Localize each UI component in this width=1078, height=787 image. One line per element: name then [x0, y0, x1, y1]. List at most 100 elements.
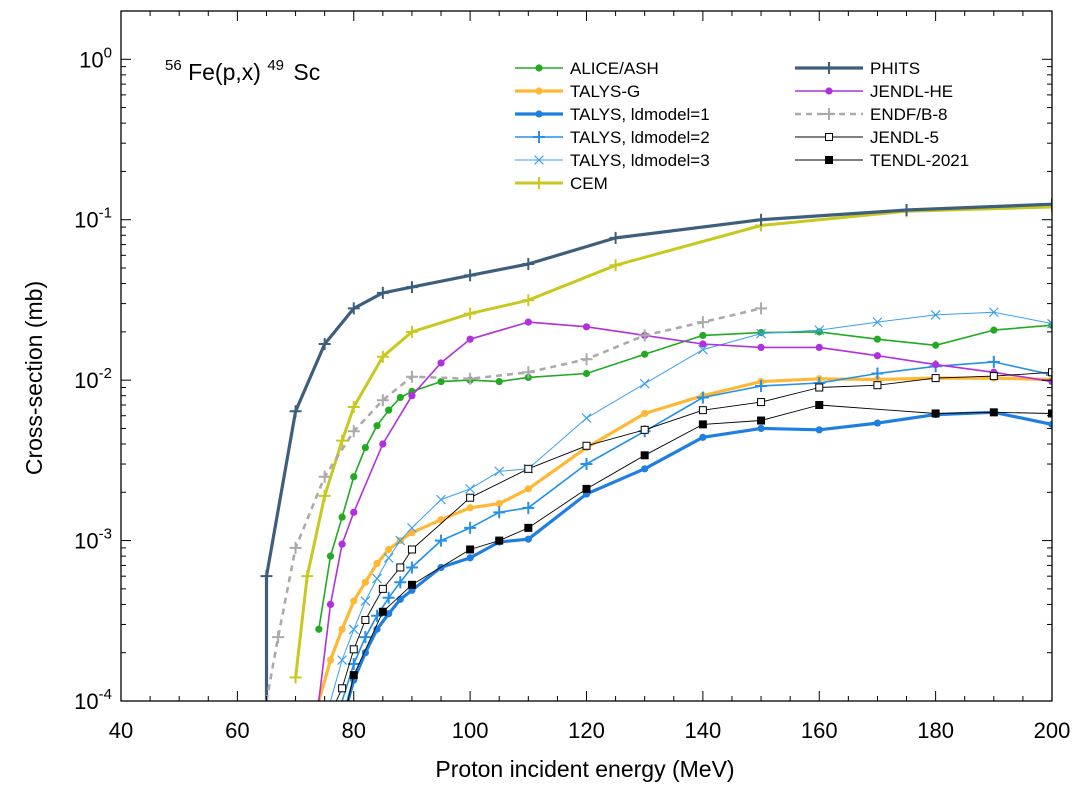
- data-point: [405, 561, 418, 574]
- data-point: [495, 500, 503, 508]
- data-point: [581, 413, 592, 424]
- y-tick-label: 100: [79, 44, 112, 72]
- data-point: [376, 394, 389, 407]
- title-product: Sc: [293, 59, 320, 85]
- legend-entry-7: JENDL-HE: [795, 82, 953, 101]
- data-point: [524, 535, 532, 543]
- legend-entry-6: PHITS: [795, 59, 920, 78]
- y-tick-exponent: 0: [104, 44, 112, 61]
- data-point: [873, 352, 882, 360]
- data-point: [814, 325, 825, 336]
- legend-label: JENDL-HE: [870, 82, 953, 101]
- data-point: [373, 559, 381, 568]
- data-point: [698, 420, 707, 429]
- data-point: [580, 353, 593, 366]
- data-point: [359, 631, 372, 644]
- data-point: [755, 379, 768, 392]
- data-point: [396, 563, 405, 572]
- data-point: [580, 458, 593, 471]
- data-point: [347, 425, 360, 438]
- legend-label: TALYS, ldmodel=1: [570, 105, 710, 124]
- data-point: [349, 671, 358, 680]
- data-point: [361, 615, 370, 624]
- data-point: [350, 473, 358, 481]
- data-point: [871, 367, 884, 380]
- data-point: [873, 381, 882, 390]
- data-point: [437, 377, 445, 386]
- data-point: [435, 534, 448, 547]
- data-point: [289, 541, 302, 554]
- data-point: [609, 231, 622, 244]
- data-point: [609, 259, 622, 272]
- y-tick-base: 10: [74, 689, 98, 714]
- data-point: [466, 545, 475, 554]
- axes-layer: 40 60 80 100 120 140 160 180 20010010-110-210-31…: [74, 10, 1070, 743]
- x-tick-label: 180: [917, 718, 954, 743]
- data-point: [378, 584, 387, 593]
- data-point: [405, 370, 418, 383]
- data-point: [524, 485, 532, 493]
- series-4: [330, 307, 1052, 701]
- data-point: [394, 576, 407, 589]
- series-0: [315, 321, 1052, 633]
- data-point: [640, 425, 649, 434]
- legend-entry-2: TALYS, ldmodel=1: [515, 105, 710, 124]
- data-point: [582, 484, 591, 493]
- y-axis-title: Cross-section (mb): [21, 281, 47, 475]
- data-point: [464, 269, 477, 282]
- data-point: [932, 360, 940, 369]
- legend-swatch-marker: [825, 87, 833, 95]
- data-point: [338, 513, 346, 521]
- data-point: [350, 597, 358, 605]
- data-point: [301, 570, 314, 583]
- data-point: [336, 434, 349, 447]
- legend-entry-1: TALYS-G: [515, 82, 640, 101]
- data-point: [383, 552, 394, 563]
- data-point: [522, 257, 535, 270]
- legend-swatch-marker: [823, 62, 835, 74]
- data-point: [524, 318, 532, 326]
- data-point: [464, 307, 477, 320]
- data-point: [640, 451, 649, 460]
- data-point: [815, 343, 823, 352]
- legend-swatch-marker: [535, 87, 543, 95]
- data-point: [318, 470, 331, 483]
- data-point: [757, 398, 766, 407]
- data-point: [318, 489, 331, 502]
- series-line: [335, 371, 1052, 701]
- data-point: [493, 506, 506, 519]
- data-point: [815, 400, 824, 409]
- data-point: [407, 580, 416, 589]
- data-point: [289, 405, 302, 418]
- data-point: [932, 341, 940, 349]
- data-point: [522, 294, 535, 307]
- data-point: [872, 317, 883, 328]
- series-6: [260, 198, 1052, 701]
- legend-label: JENDL-5: [870, 128, 939, 147]
- legend-swatch-marker: [535, 64, 543, 72]
- y-tick-label: 10-1: [74, 205, 112, 233]
- y-tick-base: 10: [79, 47, 103, 72]
- data-point: [495, 377, 503, 386]
- data-point: [348, 624, 359, 635]
- data-point: [1046, 201, 1052, 214]
- x-tick-label: 140: [685, 718, 722, 743]
- legend-entry-3: TALYS, ldmodel=2: [515, 128, 710, 147]
- data-point: [757, 328, 765, 337]
- data-point: [272, 631, 285, 644]
- legend-swatch-marker: [535, 110, 543, 118]
- data-point: [522, 501, 535, 514]
- title-mass-number: 56: [165, 57, 182, 74]
- series-8: [265, 302, 768, 701]
- title-reaction: Fe(p,x): [188, 59, 261, 85]
- data-point: [408, 529, 416, 537]
- data-point: [396, 595, 404, 603]
- data-point: [990, 326, 998, 334]
- data-point: [989, 372, 998, 381]
- y-tick-base: 10: [74, 368, 98, 393]
- legend-swatch-marker: [533, 177, 545, 189]
- data-point: [326, 600, 335, 609]
- data-point: [755, 213, 768, 226]
- data-point: [464, 372, 477, 385]
- legend-entry-4: TALYS, ldmodel=3: [515, 151, 710, 170]
